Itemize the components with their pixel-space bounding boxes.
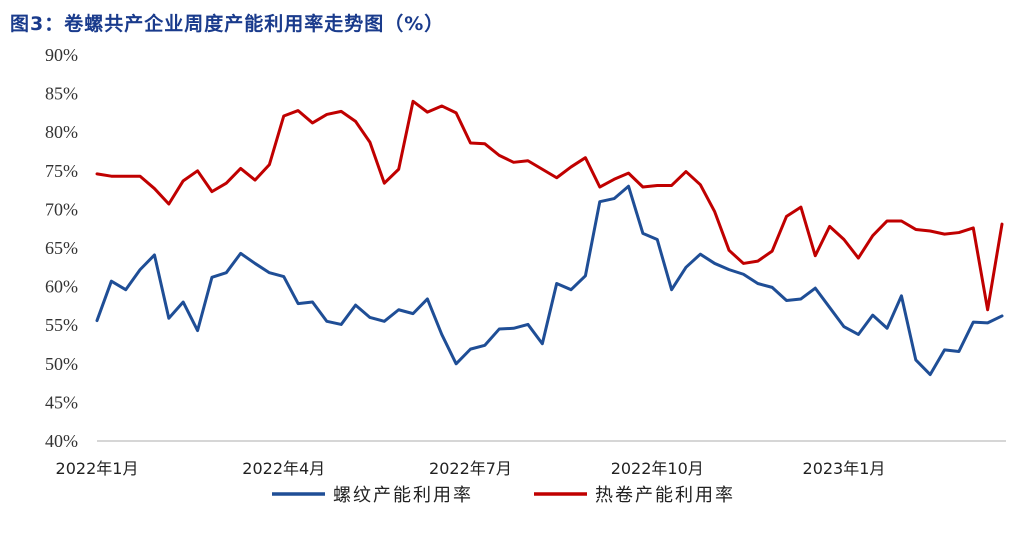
legend: 螺纹产能利用率 热卷产能利用率 [272,485,735,506]
chart-title: 图3：卷螺共产企业周度产能利用率走势图（%） [10,13,445,35]
series-line-hrc [95,99,1004,312]
x-tick-label: 2022年4月 [242,459,325,478]
y-tick-label: 70% [45,199,78,219]
legend-label-rebar: 螺纹产能利用率 [333,485,473,506]
y-tick-label: 75% [45,161,78,181]
y-tick-label: 40% [45,431,78,451]
x-tick-label: 2022年7月 [429,459,512,478]
y-tick-label: 85% [45,84,78,104]
y-tick-label: 60% [45,277,78,297]
y-tick-label: 55% [45,315,78,335]
x-tick-label: 2022年1月 [56,459,139,478]
y-tick-label: 90% [45,45,78,65]
x-axis-ticks: 2022年1月 2022年4月 2022年7月 2022年10月 2023年1月 [56,459,886,478]
x-tick-label: 2023年1月 [803,459,886,478]
x-tick-label: 2022年10月 [611,459,704,478]
y-tick-label: 50% [45,354,78,374]
legend-label-hrc: 热卷产能利用率 [595,485,735,506]
y-tick-label: 80% [45,122,78,142]
series-line-rebar [95,184,1004,377]
y-tick-label: 65% [45,238,78,258]
y-tick-label: 45% [45,392,78,412]
y-axis-ticks: 40% 45% 50% 55% 60% 65% 70% 75% 80% 85% 90% [45,45,78,451]
series-lines [95,99,1004,377]
